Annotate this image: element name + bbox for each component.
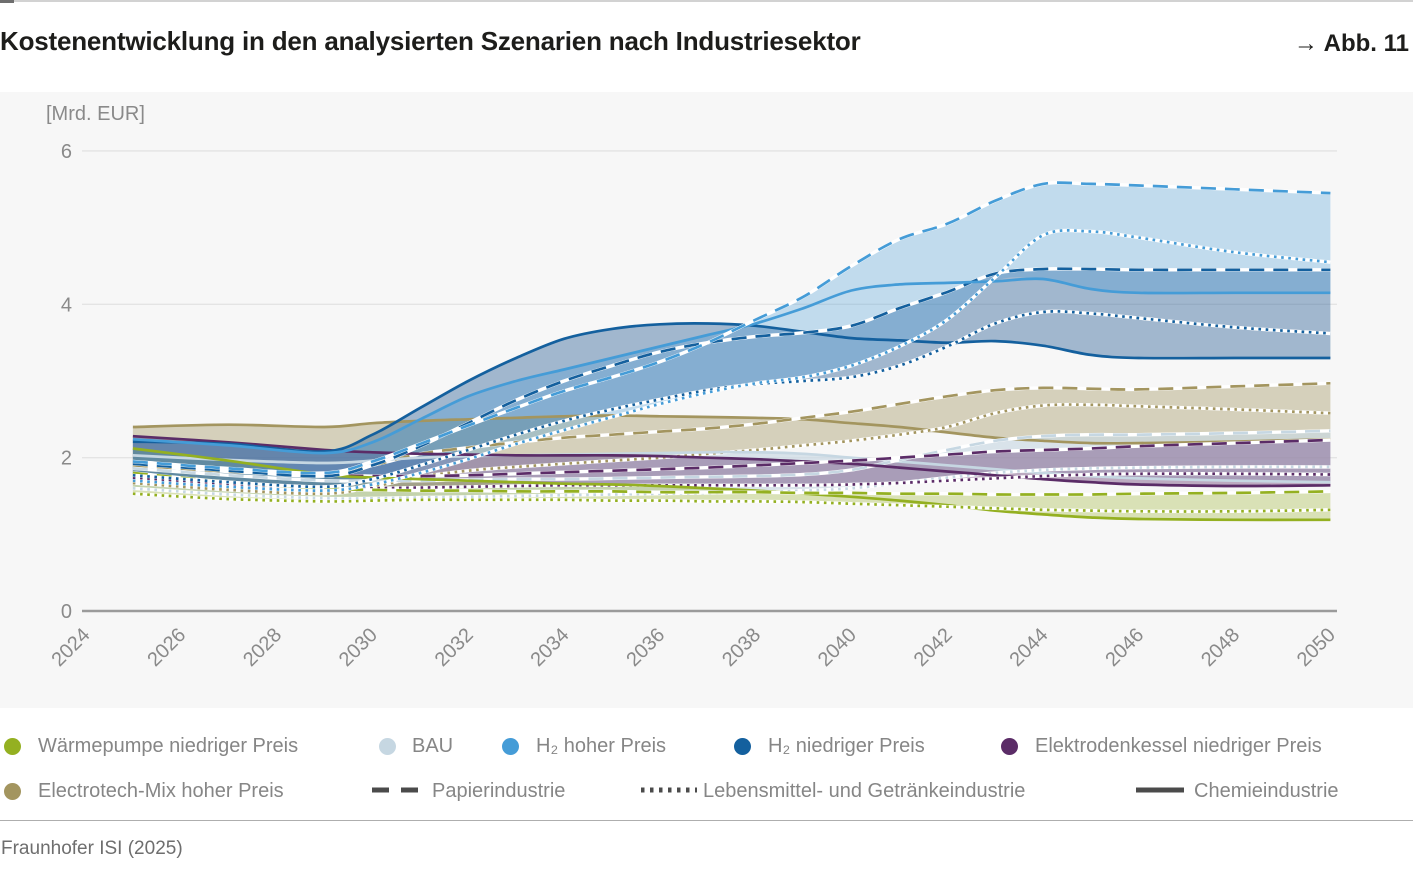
svg-text:2026: 2026 <box>143 624 190 671</box>
h2-hoher-preis-color-dot-icon <box>502 738 519 755</box>
figure-reference-label: Abb. 11 <box>1323 30 1409 57</box>
solid-line-icon <box>1136 787 1184 793</box>
arrow-right-icon: → <box>1293 30 1318 57</box>
legend-item-elektrodenkessel: Elektrodenkessel niedriger Preis <box>1035 735 1322 757</box>
svg-text:2036: 2036 <box>622 624 669 671</box>
cost-development-chart: 0 2 4 6 2024 2026 2028 2030 2032 2034 2036 2038 2040… <box>48 141 1340 671</box>
legend-item-bau: BAU <box>412 735 454 757</box>
svg-text:2042: 2042 <box>910 624 957 671</box>
svg-text:2050: 2050 <box>1293 624 1340 671</box>
dotted-line-icon <box>641 787 697 793</box>
h2-niedriger-preis-color-dot-icon <box>734 738 751 755</box>
y-axis-unit-label: [Mrd. EUR] <box>46 103 145 125</box>
source-credit: Fraunhofer ISI (2025) <box>1 838 183 859</box>
svg-text:2: 2 <box>61 448 72 470</box>
svg-text:2034: 2034 <box>527 624 574 671</box>
svg-text:4: 4 <box>61 294 72 316</box>
svg-text:2032: 2032 <box>431 624 478 671</box>
svg-text:2048: 2048 <box>1197 624 1244 671</box>
svg-text:2040: 2040 <box>814 624 861 671</box>
svg-text:2038: 2038 <box>718 624 765 671</box>
top-rule <box>0 0 1413 2</box>
legend-item-chemieindustrie: Chemieindustrie <box>1194 780 1339 802</box>
figure-reference: → Abb. 11 <box>1294 30 1409 58</box>
legend-item-papierindustrie: Papierindustrie <box>432 780 566 802</box>
svg-text:6: 6 <box>61 141 72 163</box>
footer-rule <box>0 820 1413 821</box>
bau-color-dot-icon <box>379 738 396 755</box>
legend-item-waermepumpe: Wärmepumpe niedriger Preis <box>38 735 299 757</box>
waermepumpe-color-dot-icon <box>4 738 21 755</box>
svg-text:0: 0 <box>61 601 72 623</box>
chart-panel <box>0 92 1413 708</box>
svg-text:2030: 2030 <box>335 624 382 671</box>
svg-text:2024: 2024 <box>48 624 95 671</box>
top-rule-accent <box>0 0 14 3</box>
svg-text:2044: 2044 <box>1006 624 1053 671</box>
legend-item-h2-niedriger-preis: H₂ niedriger Preis <box>768 735 925 757</box>
elektrodenkessel-color-dot-icon <box>1001 738 1018 755</box>
electrotech-mix-color-dot-icon <box>4 783 21 800</box>
legend-item-electrotech-mix: Electrotech-Mix hoher Preis <box>38 780 284 802</box>
svg-text:2028: 2028 <box>239 624 286 671</box>
svg-text:2046: 2046 <box>1101 624 1148 671</box>
page-title: Kostenentwicklung in den analysierten Sz… <box>0 26 861 56</box>
legend-item-h2-hoher-preis: H₂ hoher Preis <box>536 735 667 757</box>
dashed-line-icon <box>372 787 422 793</box>
legend-item-lebensmittelindustrie: Lebensmittel- und Getränkeindustrie <box>703 780 1026 802</box>
